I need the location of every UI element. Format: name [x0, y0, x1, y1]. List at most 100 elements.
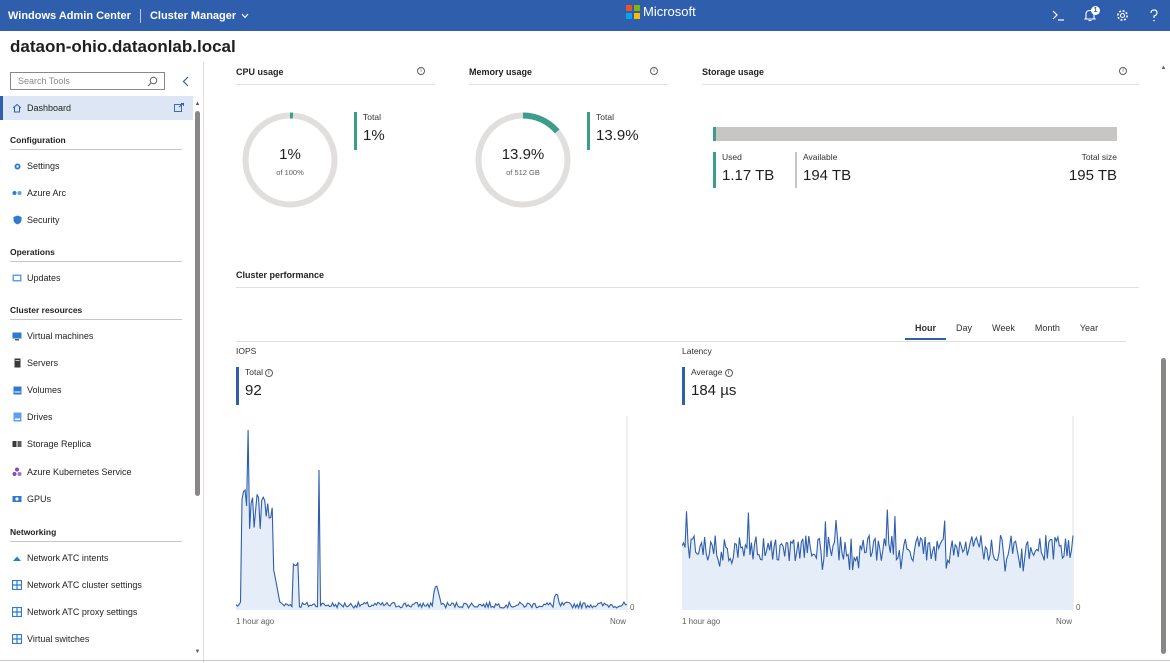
storage-total-label: Total size [1081, 152, 1117, 162]
performance-divider [236, 287, 1139, 288]
storage-info-icon[interactable]: i [1119, 67, 1127, 75]
sidebar-scrollbar[interactable]: ▲ ▼ [194, 101, 201, 661]
sidebar-item-label: Security [27, 215, 60, 225]
storage-total-metric: Total size 195 TB [1030, 152, 1117, 184]
powershell-icon[interactable] [1042, 0, 1074, 31]
tab-month[interactable]: Month [1034, 323, 1060, 333]
drive-icon [12, 412, 22, 422]
main-scrollbar[interactable]: ▲ [1160, 62, 1168, 663]
iops-total-value: 92 [245, 382, 262, 399]
memory-percent: 13.9% [501, 146, 545, 163]
iops-start-label: 1 hour ago [236, 617, 275, 626]
cpu-donut-label: 1% of 100% [241, 146, 339, 177]
storage-total-value: 195 TB [1068, 167, 1117, 184]
sidebar-item-updates[interactable]: Updates [0, 266, 193, 290]
sidebar-item-virtual-switches[interactable]: Virtual switches [0, 627, 193, 651]
cluster-manager-label: Cluster Manager [149, 9, 237, 22]
search-input[interactable] [16, 75, 144, 87]
open-in-new-icon[interactable] [174, 103, 184, 112]
sidebar-item-servers[interactable]: Servers [0, 351, 193, 375]
sidebar: Dashboard Configuration Settings Azure A… [0, 62, 204, 663]
collapse-sidebar-button[interactable] [178, 72, 192, 90]
cluster-manager-menu[interactable]: Cluster Manager [150, 10, 249, 22]
settings-icon[interactable] [1106, 0, 1138, 31]
sidebar-item-azure-kubernetes-service[interactable]: Azure Kubernetes Service [0, 460, 193, 484]
updates-icon [12, 273, 22, 283]
top-bar-actions: 1 [1042, 0, 1170, 31]
tab-year[interactable]: Year [1079, 323, 1099, 333]
sidebar-item-security[interactable]: Security [0, 208, 193, 232]
section-header-operations: Operations [10, 247, 182, 262]
sidebar-item-network-atc-intents[interactable]: Network ATC intents [0, 546, 193, 570]
sidebar-item-settings[interactable]: Settings [0, 154, 193, 178]
time-range-tabs: Hour Day Week Month Year [905, 323, 1108, 340]
memory-capacity: of 512 GB [506, 168, 540, 177]
sidebar-item-label: Virtual machines [27, 331, 94, 341]
cpu-divider [236, 84, 435, 85]
sidebar-item-label: GPUs [27, 494, 52, 504]
sidebar-item-label: Azure Kubernetes Service [27, 467, 132, 477]
latency-info-icon[interactable]: i [724, 368, 733, 377]
page-title: dataon-ohio.dataonlab.local [10, 37, 236, 56]
latency-title: Latency [682, 346, 712, 356]
sidebar-item-gpus[interactable]: GPUs [0, 487, 193, 511]
scroll-up-icon[interactable]: ▲ [194, 101, 201, 107]
sidebar-item-network-atc-proxy-settings[interactable]: Network ATC proxy settings [0, 600, 193, 624]
sidebar-item-network-atc-cluster-settings[interactable]: Network ATC cluster settings [0, 573, 193, 597]
storage-usage-bar [713, 127, 1117, 141]
app-title[interactable]: Windows Admin Center [8, 9, 131, 22]
shield-icon [12, 215, 22, 225]
sidebar-item-label: Storage Replica [27, 439, 92, 449]
chart-series-line [236, 429, 628, 610]
iops-chart [236, 416, 628, 612]
iops-info-icon[interactable]: i [264, 368, 273, 377]
tab-day[interactable]: Day [956, 323, 973, 333]
sidebar-item-label: Azure Arc [27, 188, 67, 198]
tab-week[interactable]: Week [992, 323, 1015, 333]
storage-used-fill [713, 127, 716, 141]
cpu-total-value: 1% [363, 127, 385, 144]
cpu-total-label: Total [363, 112, 381, 122]
sidebar-item-storage-replica[interactable]: Storage Replica [0, 432, 193, 456]
latency-end-label: Now [1056, 617, 1073, 626]
main-scroll-thumb[interactable] [1161, 358, 1166, 654]
cpu-total-metric: Total 1% [354, 112, 385, 150]
virtual-switch-icon [12, 634, 22, 644]
memory-donut-label: 13.9% of 512 GB [474, 146, 572, 177]
search-tools-box[interactable] [10, 72, 165, 90]
volume-icon [12, 385, 22, 395]
cpu-donut-chart [242, 112, 338, 208]
iops-end-label: Now [610, 617, 627, 626]
sidebar-item-virtual-machines[interactable]: Virtual machines [0, 324, 193, 348]
sidebar-scroll-thumb[interactable] [195, 111, 200, 496]
cpu-donut-arc [242, 112, 338, 208]
search-icon[interactable] [147, 76, 158, 87]
sidebar-item-volumes[interactable]: Volumes [0, 378, 193, 402]
storage-available-metric: Available 194 TB [795, 152, 851, 188]
range-tabs-divider [236, 341, 1126, 342]
kubernetes-icon [12, 467, 22, 477]
sidebar-item-label: Drives [27, 412, 53, 422]
scroll-down-icon[interactable]: ▼ [194, 649, 201, 655]
memory-info-icon[interactable]: i [650, 67, 658, 75]
sidebar-item-label: Servers [27, 358, 59, 368]
storage-replica-icon [12, 439, 22, 449]
microsoft-logo: Microsoft [626, 4, 696, 19]
notifications-icon[interactable]: 1 [1074, 0, 1106, 31]
memory-usage-title: Memory usage [469, 67, 533, 77]
latency-average-label: Average i [691, 367, 736, 377]
network-intent-icon [12, 553, 22, 563]
sidebar-item-drives[interactable]: Drives [0, 405, 193, 429]
chart-area [682, 509, 1073, 610]
memory-donut-chart [475, 112, 571, 208]
help-icon[interactable] [1138, 0, 1170, 31]
cpu-info-icon[interactable]: i [417, 67, 425, 75]
tab-hour[interactable]: Hour [905, 323, 946, 340]
main-scroll-up-icon[interactable]: ▲ [1160, 65, 1167, 71]
iops-title: IOPS [236, 346, 257, 356]
sidebar-item-azure-arc[interactable]: Azure Arc [0, 181, 193, 205]
iops-zero-label: 0 [630, 603, 635, 612]
section-header-cluster-resources: Cluster resources [10, 305, 182, 320]
sidebar-item-dashboard[interactable]: Dashboard [0, 96, 193, 120]
window-bottom-edge [0, 660, 1170, 661]
